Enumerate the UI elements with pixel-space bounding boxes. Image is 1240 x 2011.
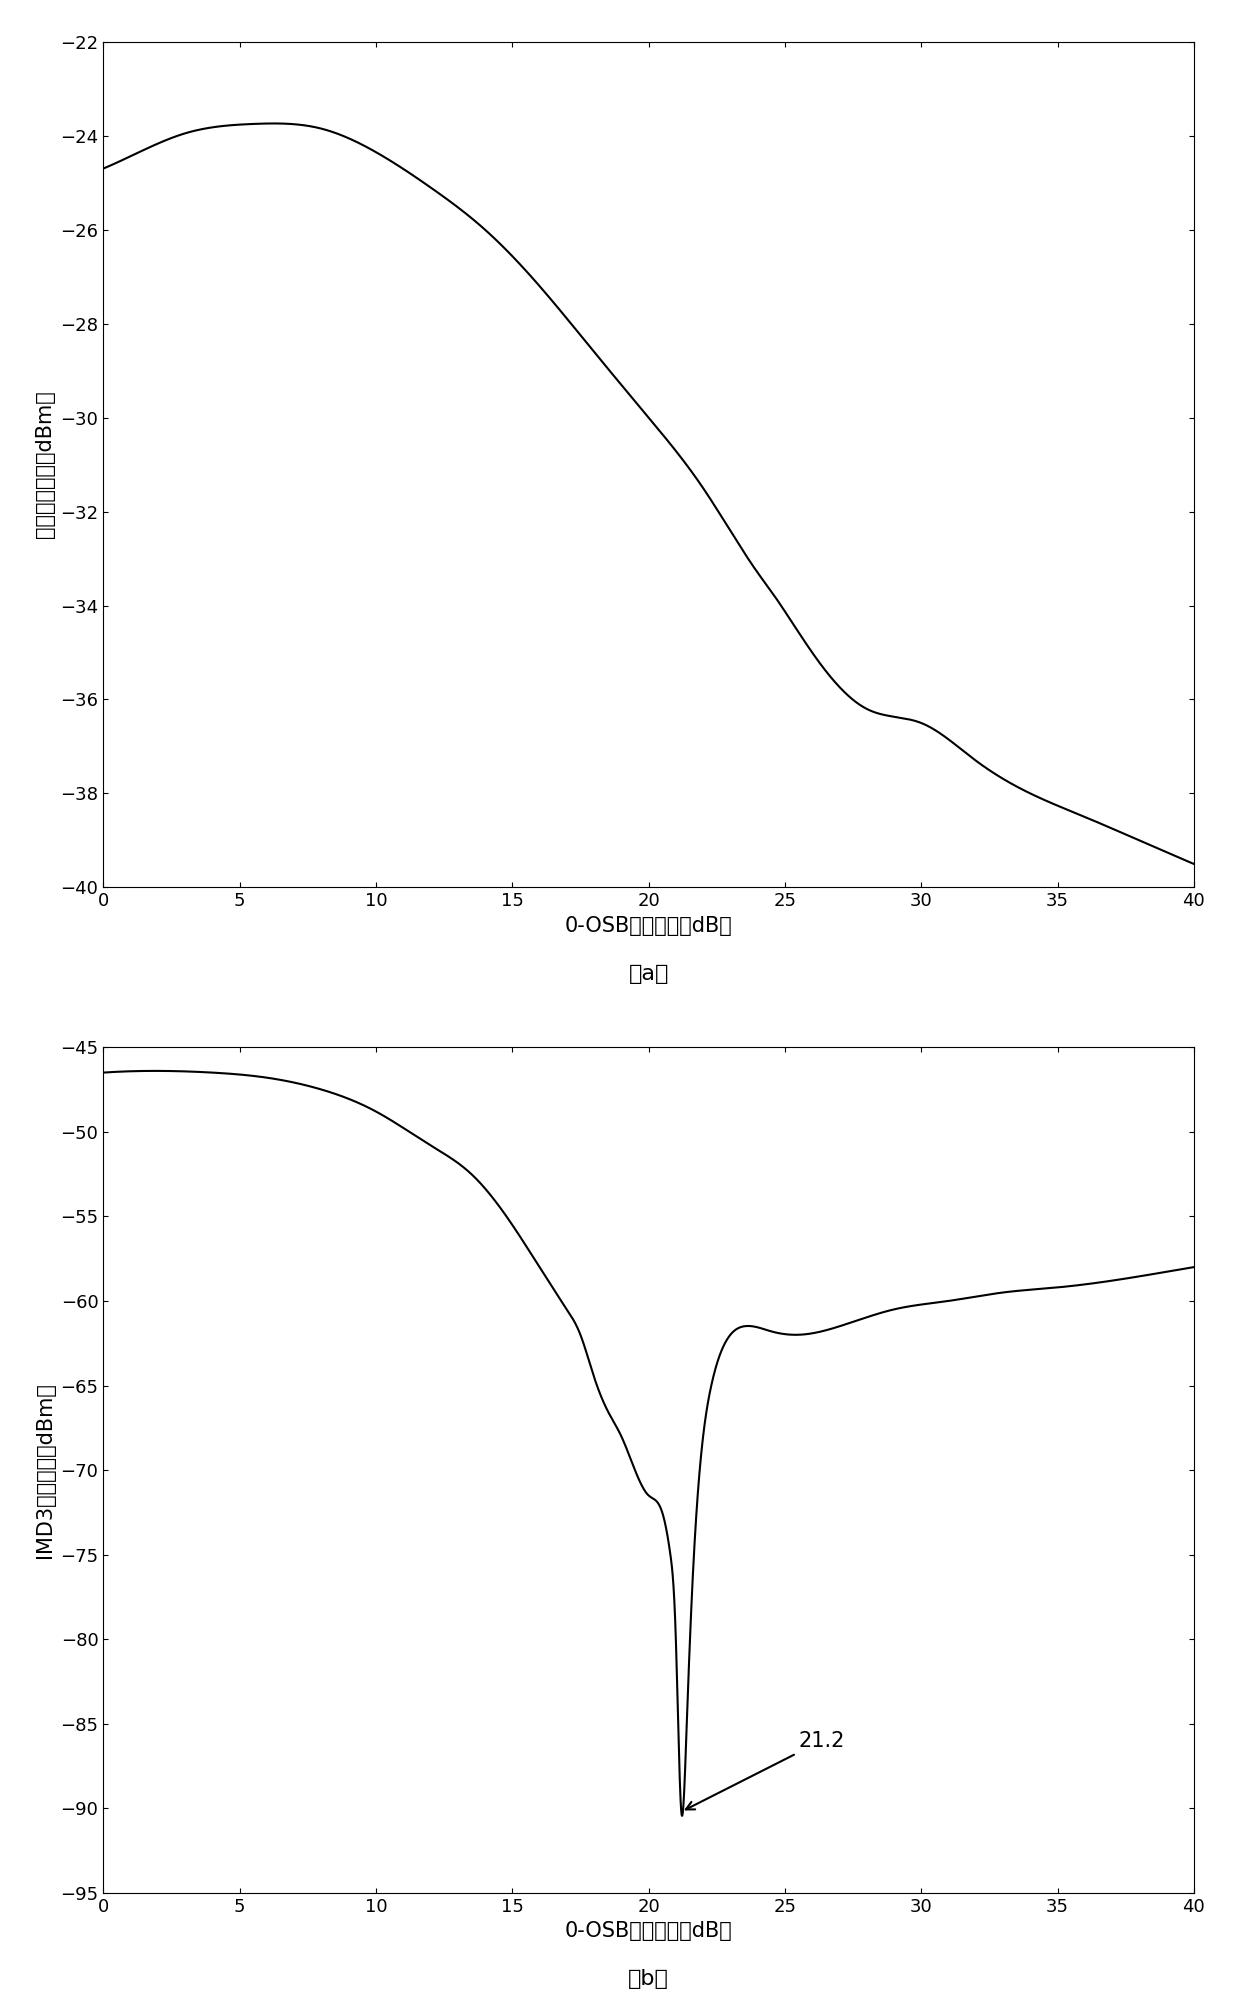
Text: 21.2: 21.2 [686,1731,844,1810]
Text: （a）: （a） [629,963,668,983]
Y-axis label: 基频输出功率（dBm）: 基频输出功率（dBm） [35,390,55,539]
Y-axis label: IMD3输出功率（dBm）: IMD3输出功率（dBm） [35,1382,55,1559]
X-axis label: 0-OSB衰减系数（dB）: 0-OSB衰减系数（dB） [564,1921,733,1941]
X-axis label: 0-OSB衰减系数（dB）: 0-OSB衰减系数（dB） [564,915,733,935]
Text: （b）: （b） [629,1969,670,1989]
